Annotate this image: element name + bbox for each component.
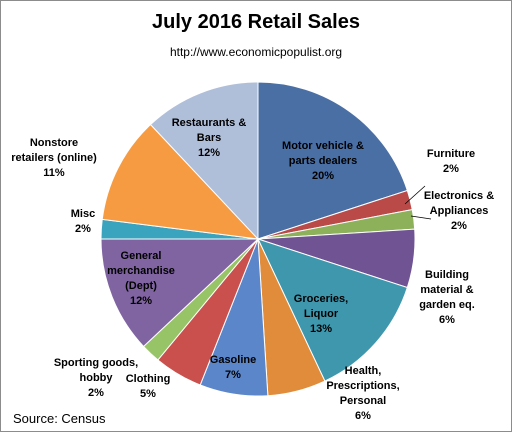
slice-label-line: Clothing: [126, 373, 171, 385]
slice-label-line: 2%: [451, 220, 467, 232]
slice-label-line: garden eq.: [419, 299, 475, 311]
slice-label-line: 13%: [310, 323, 332, 335]
slice-label-line: General: [121, 250, 162, 262]
slice-label-line: Personal: [340, 395, 386, 407]
slice-label-line: Liquor: [304, 308, 339, 320]
slice-label: Misc 2%: [71, 208, 95, 235]
slice-label-line: Electronics &: [424, 190, 494, 202]
source-note: Source: Census: [13, 411, 106, 426]
slice-label-line: (Dept): [125, 280, 157, 292]
slice-label: General merchandise (Dept) 12%: [107, 250, 175, 307]
slice-label: Gasoline 7%: [210, 354, 256, 381]
slice-label: Groceries, Liquor 13%: [294, 293, 348, 335]
chart-subtitle: http://www.economicpopulist.org: [169, 45, 343, 59]
slice-label-line: 12%: [198, 147, 220, 159]
slice-label-line: material &: [420, 284, 473, 296]
slice-label-line: Building: [425, 269, 469, 281]
pie-slice: [100, 238, 260, 348]
slice-label-line: Groceries,: [294, 293, 348, 305]
slice-label-line: Nonstore: [30, 137, 78, 149]
slice-label-line: Bars: [197, 132, 221, 144]
slice-label-line: 6%: [439, 314, 455, 326]
slice-label-line: Motor vehicle &: [282, 140, 364, 152]
slice-label: Electronics & Appliances 2%: [424, 190, 494, 232]
slice-label: Clothing 5%: [126, 373, 171, 400]
slice-label-line: 20%: [312, 170, 334, 182]
slice-label-line: 2%: [75, 223, 91, 235]
slice-label-line: 7%: [225, 369, 241, 381]
slice-label-line: 6%: [355, 410, 371, 422]
pie-slice: [101, 123, 260, 240]
slice-label-line: 2%: [88, 387, 104, 399]
slice-label: Health, Prescriptions, Personal 6%: [326, 365, 399, 422]
slice-label: Sporting goods, hobby 2%: [54, 357, 138, 399]
slice-label-line: 11%: [43, 167, 65, 179]
slice-label-line: Gasoline: [210, 354, 256, 366]
leader-line: [404, 185, 426, 205]
slice-label: Restaurants & Bars 12%: [172, 117, 247, 159]
slice-label-line: merchandise: [107, 265, 175, 277]
slice-label-line: parts dealers: [289, 155, 357, 167]
slice-label: Building material & garden eq. 6%: [419, 269, 475, 326]
pie-slice: [149, 81, 259, 241]
slice-label-line: hobby: [80, 372, 114, 384]
slice-label-line: Appliances: [430, 205, 489, 217]
slice-label-line: Misc: [71, 208, 95, 220]
slice-label-line: retailers (online): [11, 152, 97, 164]
slice-label-line: 5%: [140, 388, 156, 400]
slice-label: Motor vehicle & parts dealers 20%: [282, 140, 364, 182]
slice-label: Furniture 2%: [427, 148, 475, 175]
slice-label-line: Health,: [345, 365, 382, 377]
slice-label-line: Sporting goods,: [54, 357, 138, 369]
slice-label-line: Prescriptions,: [326, 380, 399, 392]
slice-label-line: 2%: [443, 163, 459, 175]
chart-title: July 2016 Retail Sales: [152, 11, 360, 33]
slice-label: Nonstore retailers (online) 11%: [11, 137, 97, 179]
slice-label-line: 12%: [130, 295, 152, 307]
slice-label-line: Restaurants &: [172, 117, 247, 129]
leader-line: [410, 215, 432, 220]
slice-label-line: Furniture: [427, 148, 475, 160]
pie-slice: [257, 81, 408, 240]
pie-slice: [257, 238, 408, 382]
